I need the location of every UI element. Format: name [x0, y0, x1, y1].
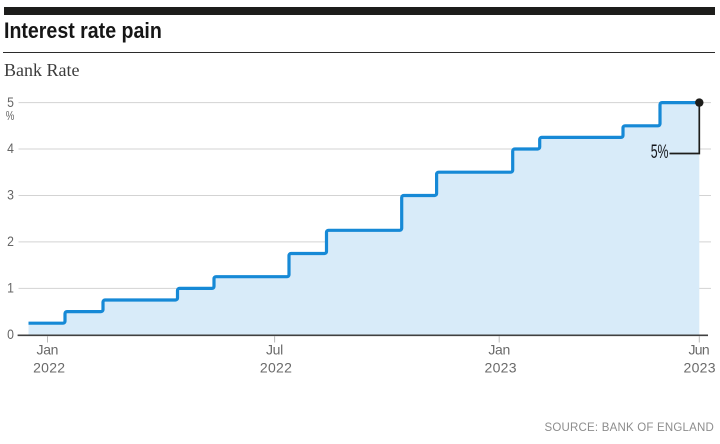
svg-text:3: 3: [7, 187, 14, 203]
svg-text:5: 5: [7, 94, 14, 110]
svg-text:2022: 2022: [260, 359, 292, 375]
svg-text:Jun: Jun: [689, 341, 710, 357]
svg-text:Jan: Jan: [488, 341, 510, 357]
svg-text:1: 1: [7, 280, 14, 296]
svg-text:2: 2: [7, 233, 14, 249]
svg-text:4: 4: [7, 140, 14, 156]
svg-text:5%: 5%: [651, 142, 669, 163]
svg-text:2023: 2023: [684, 359, 716, 375]
svg-text:%: %: [6, 108, 15, 123]
svg-text:Jan: Jan: [37, 341, 59, 357]
svg-text:0: 0: [7, 326, 14, 342]
svg-text:2023: 2023: [485, 359, 517, 375]
svg-text:Jul: Jul: [266, 341, 283, 357]
svg-text:2022: 2022: [33, 359, 65, 375]
